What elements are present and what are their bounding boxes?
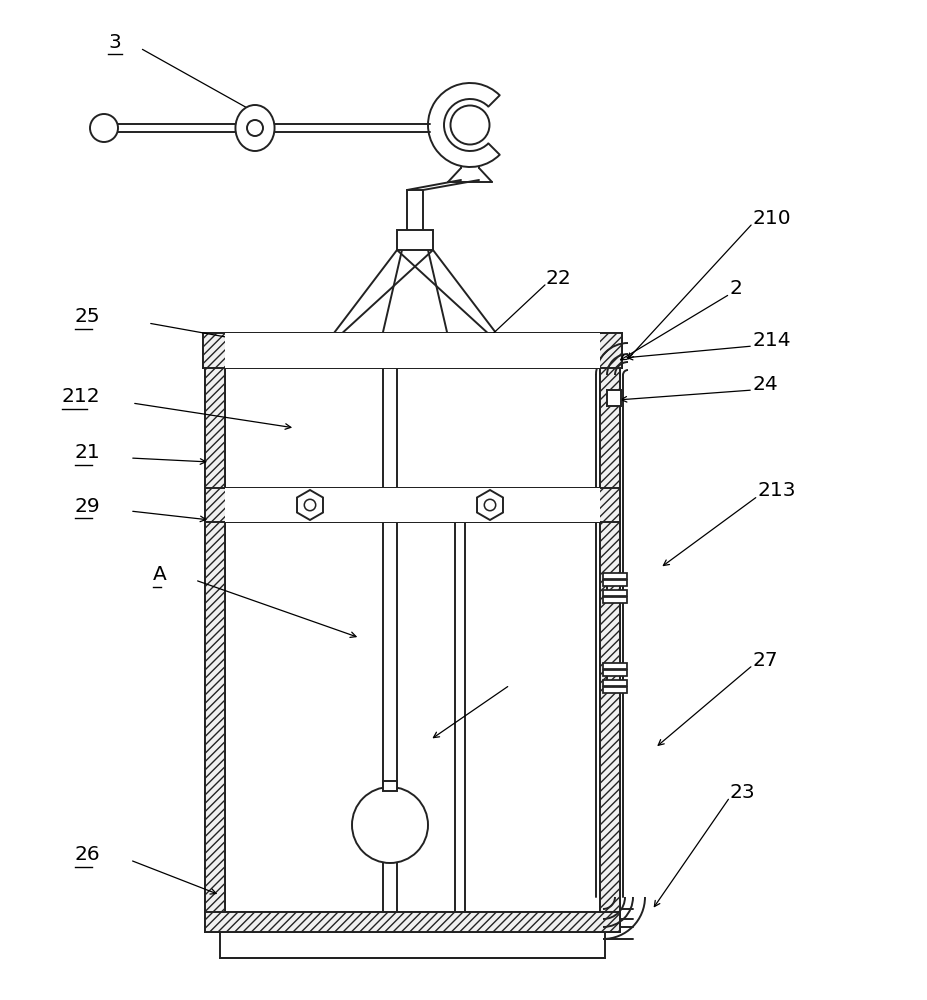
- Bar: [383, 781, 397, 791]
- Bar: [220, 932, 604, 958]
- Text: 21: 21: [75, 444, 101, 462]
- Circle shape: [304, 499, 315, 511]
- Text: 212: 212: [62, 387, 100, 406]
- Bar: [606, 390, 620, 406]
- Bar: [577, 333, 621, 368]
- Bar: [205, 488, 619, 522]
- Text: 3: 3: [108, 32, 121, 51]
- Bar: [205, 358, 619, 932]
- Bar: [603, 663, 627, 669]
- Text: 22: 22: [545, 268, 571, 288]
- Polygon shape: [297, 490, 323, 520]
- Bar: [603, 590, 627, 596]
- Text: 26: 26: [75, 846, 100, 864]
- Bar: [224, 333, 600, 368]
- Circle shape: [484, 499, 495, 511]
- Circle shape: [450, 105, 489, 144]
- Text: 29: 29: [75, 496, 100, 516]
- Bar: [224, 488, 600, 522]
- Ellipse shape: [235, 105, 274, 151]
- Text: 27: 27: [752, 650, 778, 670]
- Polygon shape: [476, 490, 502, 520]
- Bar: [603, 580, 627, 586]
- Bar: [603, 680, 627, 686]
- Circle shape: [90, 114, 118, 142]
- Bar: [397, 230, 433, 250]
- Text: 213: 213: [757, 481, 795, 499]
- Text: 214: 214: [752, 330, 791, 350]
- Bar: [603, 597, 627, 603]
- Bar: [205, 912, 619, 932]
- Text: 2: 2: [730, 278, 743, 298]
- Text: 24: 24: [752, 375, 778, 394]
- Text: A: A: [153, 566, 167, 584]
- Circle shape: [247, 120, 262, 136]
- Bar: [603, 670, 627, 676]
- Bar: [600, 358, 619, 932]
- Bar: [203, 333, 248, 368]
- Text: 23: 23: [730, 782, 755, 802]
- Bar: [603, 687, 627, 693]
- Circle shape: [351, 787, 427, 863]
- Text: 210: 210: [752, 209, 791, 228]
- Text: 25: 25: [75, 308, 100, 326]
- Bar: [205, 358, 224, 932]
- Bar: [603, 573, 627, 579]
